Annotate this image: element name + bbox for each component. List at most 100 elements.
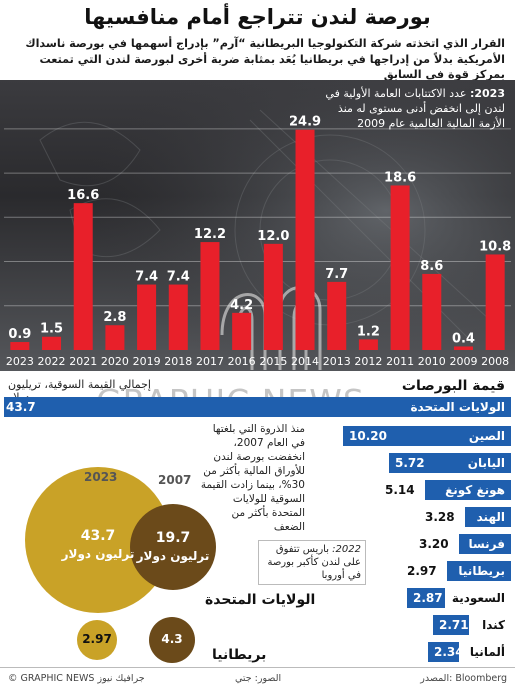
ipo-annotation-year: 2023: — [469, 87, 505, 100]
uk-2007-value: 4.3 — [161, 632, 183, 646]
market-row: كندا 2.71 — [0, 615, 515, 635]
market-country-label: الولايات المتحدة — [410, 400, 505, 414]
markets-title: قيمة البورصات — [401, 378, 505, 394]
ipo-bar-2021 — [73, 203, 93, 350]
ipo-value-label-2015: 12.0 — [257, 229, 289, 244]
market-row: الصين 10.20 — [0, 426, 515, 446]
ipo-bar-2018 — [168, 284, 188, 350]
ipo-value-label-2022: 1.5 — [40, 322, 63, 337]
ipo-tick-2009: 2009 — [449, 355, 477, 368]
market-value-label: 5.72 — [395, 456, 425, 470]
ipo-value-label-2008: 10.8 — [479, 239, 511, 254]
ipo-value-label-2021: 16.6 — [67, 188, 99, 203]
market-bar — [4, 397, 511, 417]
ipo-value-label-2010: 8.6 — [420, 259, 443, 274]
ipo-chart-panel: 10.8 0.4 8.6 18.6 1.2 7.7 24.9 12.0 4.2 12.2 7.4 7.… — [0, 80, 515, 371]
ipo-tick-2022: 2022 — [38, 355, 66, 368]
us-2007-value: 19.7 — [155, 530, 191, 546]
ipo-bar-2011 — [390, 185, 410, 350]
market-country-label: السعودية — [451, 591, 505, 605]
ipo-tick-2020: 2020 — [101, 355, 129, 368]
ipo-bar-2012 — [358, 339, 378, 350]
ipo-value-label-2009: 0.4 — [452, 331, 475, 346]
us-2007-unit: ترليون دولار — [136, 549, 210, 563]
bubble-year-2023: 2023 — [84, 470, 118, 484]
ipo-value-label-2019: 7.4 — [135, 270, 158, 285]
market-row: السعودية 2.87 — [0, 588, 515, 608]
paris-note-text: باريس تتفوق على لندن كأكبر بورصة في أورو… — [267, 544, 361, 581]
peak-note: منذ الذروة التي بلغتها في العام 2007، ان… — [200, 423, 305, 533]
ipo-bar-2008 — [485, 254, 505, 350]
us-2023-label: 43.7 ترليون دولار — [55, 528, 141, 561]
ipo-tick-2017: 2017 — [196, 355, 224, 368]
market-bar — [433, 615, 469, 635]
market-country-label: فرنسا — [468, 537, 505, 551]
ipo-value-label-2011: 18.6 — [384, 170, 416, 185]
ipo-bar-2013 — [327, 281, 347, 350]
ipo-value-label-2016: 4.2 — [230, 298, 253, 313]
us-bubble-country: الولايات المتحدة — [205, 592, 316, 608]
ipo-tick-2011: 2011 — [386, 355, 414, 368]
ipo-value-label-2018: 7.4 — [167, 270, 190, 285]
ipo-bar-2014 — [295, 129, 315, 350]
bubble-year-2007: 2007 — [158, 473, 192, 487]
market-value-label: 3.28 — [425, 510, 455, 524]
ipo-value-label-2023: 0.9 — [8, 327, 31, 342]
ipo-bar-2019 — [137, 284, 157, 350]
us-2007-label: 19.7 ترليون دولار — [133, 530, 213, 563]
market-bar — [407, 588, 445, 608]
market-row: هونغ كونغ 5.14 — [0, 480, 515, 500]
footer-source: المصدر: Bloomberg — [420, 673, 507, 684]
market-country-label: بريطانيا — [458, 564, 505, 578]
ipo-annotation-text: عدد الاكتتابات العامة الأولية في لندن إل… — [325, 87, 505, 130]
market-country-label: ألمانيا — [469, 645, 505, 659]
market-row: اليابان 5.72 — [0, 453, 515, 473]
market-bar — [389, 453, 511, 473]
market-bar — [428, 642, 459, 662]
ipo-tick-2016: 2016 — [228, 355, 256, 368]
ipo-tick-2012: 2012 — [354, 355, 382, 368]
footer: المصدر: Bloomberg الصور: جتي © GRAPHIC N… — [0, 667, 515, 688]
ipo-value-label-2017: 12.2 — [194, 227, 226, 242]
ipo-tick-2015: 2015 — [259, 355, 287, 368]
ipo-tick-2023: 2023 — [6, 355, 34, 368]
market-value-label: 2.71 — [439, 618, 469, 632]
ipo-value-labels: 10.8 0.4 8.6 18.6 1.2 7.7 24.9 12.0 4.2 12.2 7.4 7.… — [8, 115, 511, 347]
ipo-bar-2010 — [422, 273, 442, 350]
ipo-annotation: 2023: عدد الاكتتابات العامة الأولية في ل… — [315, 86, 505, 131]
uk-bubble-country: بريطانيا — [212, 647, 267, 663]
ipo-bars — [10, 129, 505, 350]
footer-credit: © GRAPHIC NEWS جرافيك نيوز — [8, 673, 145, 684]
market-row: الولايات المتحدة 43.7 — [0, 397, 515, 417]
market-value-label: 2.87 — [413, 591, 443, 605]
market-bar — [447, 561, 511, 581]
uk-2023-value: 2.97 — [82, 632, 112, 646]
ipo-bar-2017 — [200, 242, 220, 350]
ipo-value-label-2012: 1.2 — [357, 324, 380, 339]
market-value-label: 2.97 — [407, 564, 437, 578]
ipo-value-label-2014: 24.9 — [289, 115, 321, 130]
ipo-tick-2008: 2008 — [481, 355, 509, 368]
market-value-label: 3.20 — [419, 537, 449, 551]
ipo-value-label-2020: 2.8 — [103, 310, 126, 325]
market-country-label: هونغ كونغ — [445, 483, 505, 497]
market-country-label: الهند — [476, 510, 505, 524]
ipo-tick-2021: 2021 — [69, 355, 97, 368]
market-country-label: الصين — [468, 429, 505, 443]
market-value-label: 10.20 — [349, 429, 387, 443]
market-value-label: 2.34 — [434, 645, 464, 659]
market-row: الهند 3.28 — [0, 507, 515, 527]
us-2023-unit: ترليون دولار — [61, 547, 135, 561]
market-bar — [465, 507, 511, 527]
ipo-tick-2018: 2018 — [164, 355, 192, 368]
ipo-tick-2010: 2010 — [418, 355, 446, 368]
ipo-value-label-2013: 7.7 — [325, 267, 348, 282]
page-subtitle: القرار الذي اتخذته شركة التكنولوجيا البر… — [25, 37, 505, 81]
page-title: بورصة لندن تتراجع أمام منافسيها — [84, 5, 431, 29]
ipo-tick-2013: 2013 — [323, 355, 351, 368]
market-bar — [343, 426, 511, 446]
ipo-bar-2015 — [263, 243, 283, 350]
market-bar — [459, 534, 511, 554]
market-country-label: كندا — [482, 618, 505, 632]
